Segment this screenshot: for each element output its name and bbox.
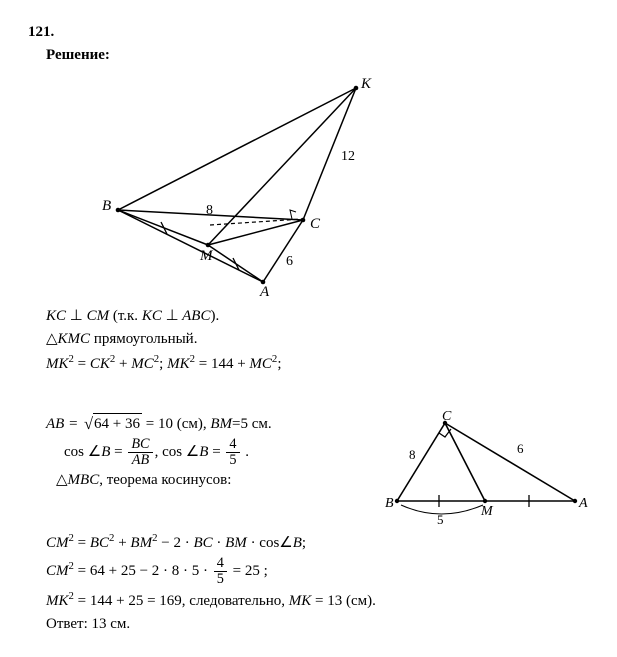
dot: .	[242, 444, 250, 460]
bm: BM	[130, 535, 152, 551]
fig1-label-M: M	[199, 248, 214, 264]
radicand: 64 + 36	[93, 413, 142, 435]
plus: +	[114, 535, 130, 551]
txt: = 144 + 25 = 169, следовательно,	[74, 593, 289, 609]
line-cos: cos ∠B = BCAB, cos ∠B = 45 .	[64, 437, 371, 468]
mk: MK	[46, 593, 69, 609]
cm: CM	[46, 535, 69, 551]
problem-number: 121.	[28, 22, 589, 43]
eq2: =	[208, 444, 224, 460]
line-cm-val: CM2 = 64 + 25 − 2 · 8 · 5 · 45 = 25 ;	[46, 556, 589, 587]
fig2-len-BC: 8	[409, 447, 416, 462]
tri: △	[46, 331, 58, 347]
line-kc-perp: KC ⊥ CM (т.к. KC ⊥ ABC).	[46, 306, 589, 327]
line-cm-law: CM2 = BC2 + BM2 − 2 · BC · BM · cos∠B;	[46, 531, 589, 554]
mk: MK	[46, 356, 69, 372]
fig2-C: C	[442, 409, 452, 424]
fig2-len-BM: 5	[437, 512, 444, 527]
txt: = 144 +	[195, 356, 249, 372]
figure-1: K B C M A 12 8 6	[88, 70, 589, 300]
sc: ;	[159, 356, 167, 372]
fig1-label-K: K	[360, 76, 372, 92]
answer: Ответ: 13 см.	[46, 614, 589, 635]
fig1-len-KC: 12	[341, 149, 355, 164]
num: BC	[128, 437, 152, 453]
B: B	[101, 444, 110, 460]
bc: BC	[90, 535, 109, 551]
line-mbc: △MBC, теорема косинусов:	[56, 470, 371, 491]
txt: KC	[46, 308, 70, 324]
figure-2: B C M A 8 6 5	[379, 409, 589, 529]
frac-4-5: 45	[226, 437, 239, 468]
ab: AB =	[46, 416, 82, 432]
den: 5	[226, 453, 239, 468]
den: AB	[128, 453, 152, 468]
sqrt: 64 + 36	[84, 411, 142, 435]
txt: ).	[210, 308, 219, 324]
txt: = 64 + 25 − 2 · 8 · 5 ·	[74, 563, 212, 579]
txt: ABC	[179, 308, 211, 324]
line-kmc-right: △KMC прямоугольный.	[46, 329, 589, 350]
line-ab: AB = 64 + 36 = 10 (см), BM=5 см.	[46, 411, 371, 435]
fig1-len-BC: 8	[206, 203, 213, 218]
txt: (т.к.	[113, 308, 142, 324]
eq: =	[110, 444, 126, 460]
bc2: BC	[193, 535, 212, 551]
txt: KC	[142, 308, 166, 324]
frac-4-5b: 45	[214, 556, 227, 587]
comma: , cos ∠	[155, 444, 200, 460]
fig1-len-AC: 6	[286, 254, 293, 269]
mbc: MBC	[68, 472, 100, 488]
plus: +	[115, 356, 131, 372]
txt: CM	[83, 308, 113, 324]
mk2: MK	[167, 356, 190, 372]
mc: MC	[131, 356, 154, 372]
dot: ·	[213, 535, 226, 551]
cm: CM	[46, 563, 69, 579]
line-mk-final: MK2 = 144 + 25 = 169, следовательно, MK …	[46, 589, 589, 612]
txt: прямоугольный.	[94, 331, 198, 347]
txt2: = 25 ;	[229, 563, 268, 579]
perp: ⊥	[70, 308, 83, 324]
txt: =5 см.	[232, 416, 272, 432]
fig2-M: M	[480, 504, 494, 519]
mk2: MK	[289, 593, 312, 609]
den: 5	[214, 572, 227, 587]
section-title: Решение:	[46, 45, 589, 66]
txt2: = 13 (см).	[311, 593, 376, 609]
fig2-A: A	[578, 496, 588, 511]
sc2: ;	[277, 356, 281, 372]
minus: − 2 ·	[158, 535, 194, 551]
cos: · cos∠	[247, 535, 293, 551]
fig1-label-B: B	[102, 198, 111, 214]
cos: cos ∠	[64, 444, 101, 460]
eq: =	[74, 535, 90, 551]
fig2-B: B	[385, 496, 394, 511]
tri: △	[56, 472, 68, 488]
txt: = 10 (см),	[142, 416, 210, 432]
ck: CK	[90, 356, 110, 372]
sc: ;	[302, 535, 306, 551]
txt: KMC	[58, 331, 94, 347]
num: 4	[214, 556, 227, 572]
fig1-label-A: A	[259, 284, 270, 300]
eq: =	[74, 356, 90, 372]
txt: , теорема косинусов:	[99, 472, 231, 488]
mc2: MC	[249, 356, 272, 372]
B: B	[293, 535, 302, 551]
fig2-len-CA: 6	[517, 441, 524, 456]
frac-bc-ab: BCAB	[128, 437, 152, 468]
line-mk-sq: MK2 = CK2 + MC2; MK2 = 144 + MC2;	[46, 352, 589, 375]
num: 4	[226, 437, 239, 453]
fig1-label-C: C	[310, 216, 321, 232]
bm2: BM	[225, 535, 247, 551]
perp: ⊥	[166, 308, 179, 324]
bm: BM	[210, 416, 232, 432]
